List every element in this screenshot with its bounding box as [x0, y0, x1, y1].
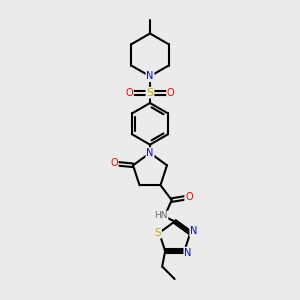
Text: O: O — [167, 88, 175, 98]
Text: O: O — [185, 192, 193, 202]
Text: S: S — [154, 228, 161, 238]
Text: HN: HN — [154, 211, 167, 220]
Text: N: N — [190, 226, 198, 236]
Text: O: O — [125, 88, 133, 98]
Text: S: S — [146, 88, 154, 98]
Text: N: N — [184, 248, 192, 258]
Text: N: N — [146, 71, 154, 81]
Text: O: O — [110, 158, 118, 168]
Text: N: N — [146, 148, 154, 158]
